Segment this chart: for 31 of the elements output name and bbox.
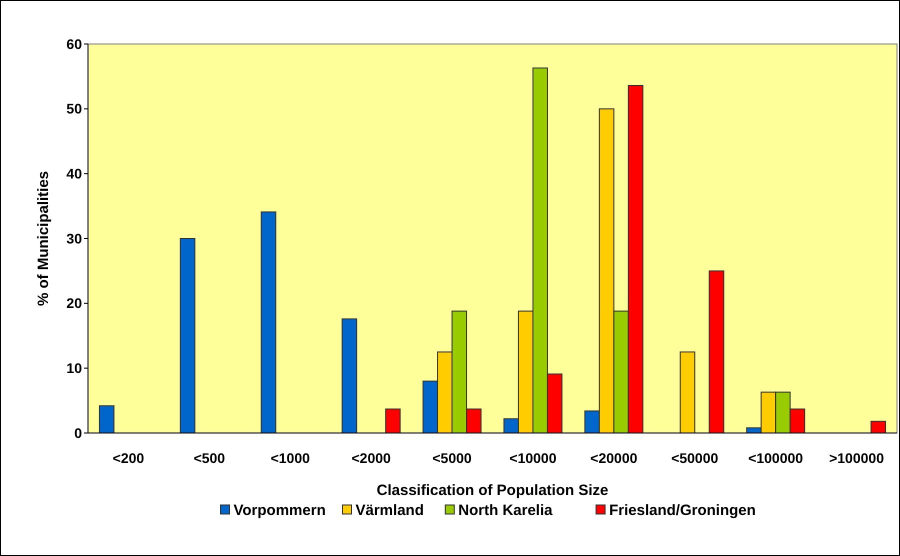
x-axis-title: Classification of Population Size xyxy=(376,482,608,499)
legend-label: Friesland/Groningen xyxy=(609,502,756,519)
bar xyxy=(708,270,724,434)
y-tick-label: 20 xyxy=(66,295,82,312)
bar xyxy=(180,238,196,434)
legend-label: Värmland xyxy=(356,502,424,519)
y-tick-label: 0 xyxy=(74,424,82,441)
y-tick-label: 30 xyxy=(66,230,82,246)
x-tick-label: <100000 xyxy=(748,450,804,466)
x-tick-label: <5000 xyxy=(432,450,472,466)
bar xyxy=(870,420,886,434)
x-tick-label: <200 xyxy=(112,450,144,466)
x-tick-label: <1000 xyxy=(270,450,310,466)
legend-label: North Karelia xyxy=(458,502,554,519)
y-tick-label: 40 xyxy=(66,166,82,182)
x-tick-label: <50000 xyxy=(671,450,719,466)
bar xyxy=(385,408,401,434)
x-tick-label: <10000 xyxy=(509,450,557,466)
x-tick-label: <500 xyxy=(194,450,226,466)
bar xyxy=(98,405,114,434)
x-tick-label: >100000 xyxy=(829,450,884,466)
y-tick-label: 10 xyxy=(66,360,82,376)
y-tick-label: 60 xyxy=(66,36,82,52)
y-axis-title: % of Municipalities xyxy=(35,170,52,306)
legend-label: Vorpommern xyxy=(234,502,326,519)
bar xyxy=(680,351,696,434)
bar xyxy=(342,318,358,434)
bar xyxy=(260,211,276,434)
x-tick-label: <20000 xyxy=(590,450,638,466)
x-tick-label: <2000 xyxy=(351,450,392,466)
y-tick-label: 50 xyxy=(66,100,82,117)
